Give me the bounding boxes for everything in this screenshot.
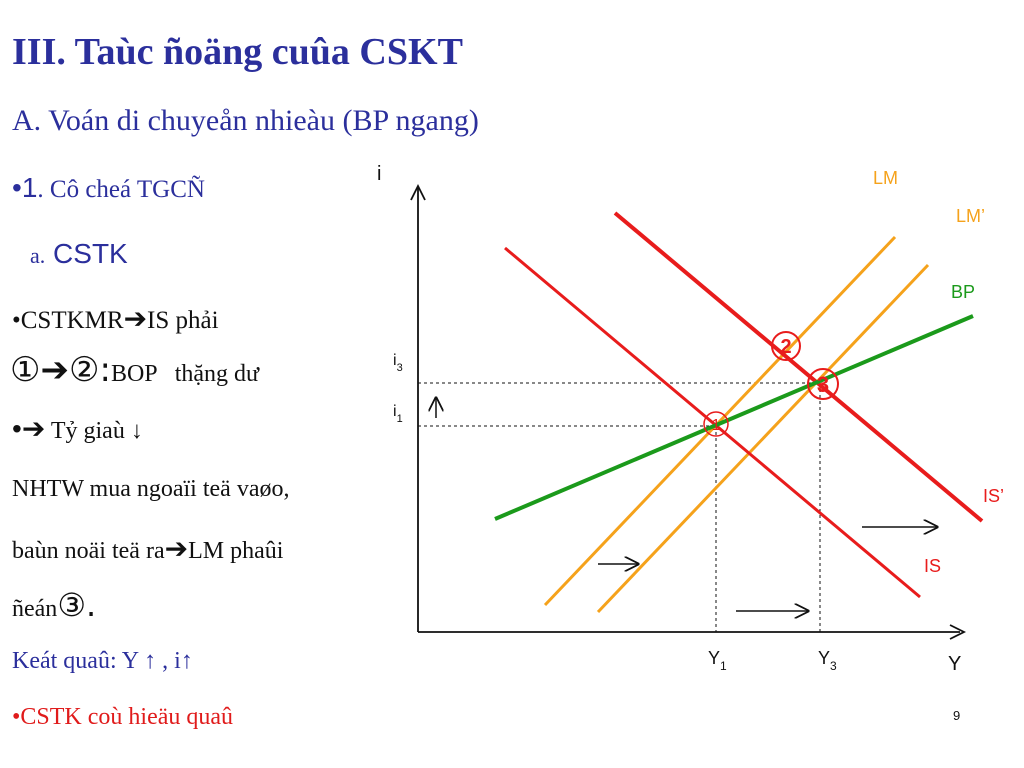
bullet-7-rest: LM phaûi (188, 538, 284, 564)
equilibrium-2-label: 2 (780, 336, 791, 358)
is-prime-curve (613, 211, 984, 523)
bullet-2-prefix: a. (30, 243, 46, 268)
is-label: IS (924, 556, 941, 576)
bullet-2: a. CSTK (30, 238, 128, 270)
bullet-2-text: CSTK (45, 238, 128, 269)
bullet-4-colon: : (99, 350, 111, 390)
circled-three-icon: ③. (57, 586, 97, 624)
bullet-dot: • (12, 413, 22, 444)
y-axis-arrowhead-icon (410, 183, 426, 201)
bullet-3: •CSTKMR➔IS phải (12, 302, 219, 335)
bullet-5: •➔ Tỷ giaù ↓ (12, 412, 143, 445)
bullet-1-number: 1 (21, 172, 38, 203)
tick-i1: i1 (393, 403, 403, 425)
circled-two-icon: ② (68, 350, 100, 390)
x-axis-arrowhead-icon (949, 624, 967, 640)
bullet-7: baùn noäi teä ra➔LM phaûi (12, 532, 283, 565)
bp-curve (494, 314, 974, 521)
page-number: 9 (953, 708, 961, 723)
slide-subtitle: A. Voán di chuyeån nhieàu (BP ngang) (12, 104, 479, 137)
bullet-6: NHTW mua ngoaïi teä vaøo, (12, 476, 290, 502)
bullet-8-text: ñeán (12, 596, 58, 622)
bp-label: BP (951, 282, 975, 302)
tick-i3: i3 (393, 352, 403, 374)
right-arrow-icon: ➔ (21, 412, 46, 445)
tick-y3: Y3 (818, 648, 837, 673)
x-axis-label: Y (948, 653, 961, 675)
bullet-8: ñeán③. (12, 586, 96, 624)
bullet-dot: • (12, 172, 22, 203)
equilibrium-1-marker: 1 (703, 411, 729, 437)
equilibrium-2-marker: 2 (771, 331, 801, 361)
equilibrium-3-marker: 3 (807, 368, 839, 400)
lm-label: LM (873, 168, 898, 188)
equilibrium-1-label: 1 (712, 417, 721, 434)
bullet-1: •1. Cô cheá TGCÑ (12, 172, 205, 204)
lm-curve (543, 235, 897, 607)
y-axis-label: i (377, 163, 381, 185)
bullet-7-text: baùn noäi teä ra (12, 538, 165, 564)
lm-prime-label: LM’ (956, 206, 985, 226)
right-arrow-icon: ➔ (123, 302, 148, 335)
is-curve (504, 246, 921, 599)
bullet-9: Keát quaû: Y ↑ , i↑ (12, 648, 193, 674)
is-prime-label: IS’ (983, 486, 1004, 506)
right-arrow-icon: ➔ (164, 532, 189, 565)
bullet-10: •CSTK coù hieäu quaû (12, 704, 234, 730)
slide-title: III. Taùc ñoäng cuûa CSKT (12, 31, 463, 73)
equilibrium-3-label: 3 (817, 372, 829, 397)
right-arrow-icon: ➔ (40, 350, 69, 390)
lm-prime-curve (596, 263, 930, 614)
tick-y1: Y1 (708, 648, 727, 673)
bullet-3-text: •CSTKMR (12, 307, 124, 334)
circled-one-icon: ① (10, 350, 41, 390)
bullet-5-text: Tỷ giaù ↓ (45, 418, 143, 444)
bullet-3-rest: IS phải (147, 307, 219, 334)
bullet-1-text: . Cô cheá TGCÑ (37, 176, 205, 203)
bullet-4-text: BOP thặng dư (110, 361, 260, 387)
bullet-4: ①➔②:BOP thặng dư (10, 350, 259, 390)
